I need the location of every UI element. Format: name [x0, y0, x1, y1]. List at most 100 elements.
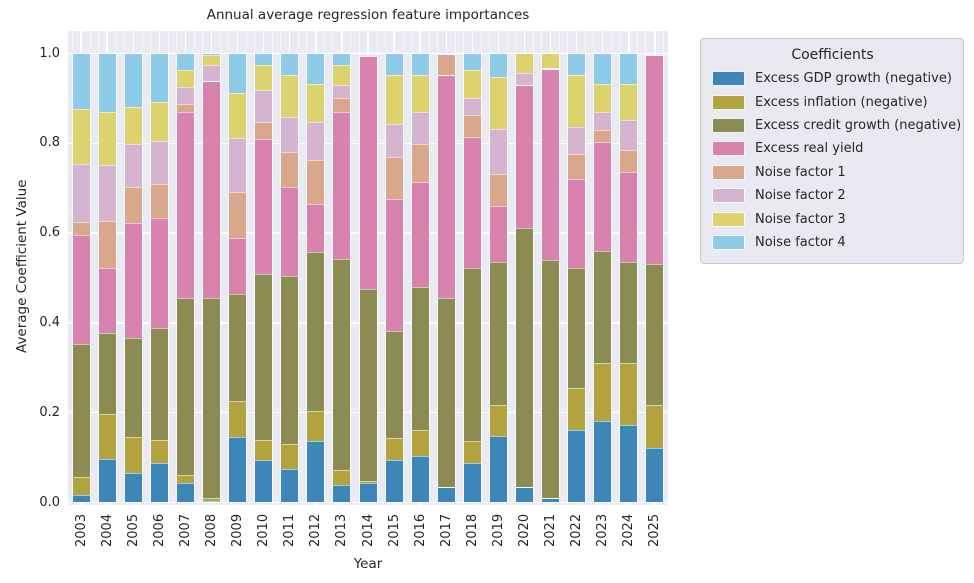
- bar-segment: [489, 76, 507, 129]
- bar-segment: [229, 138, 247, 192]
- bar-segment: [463, 267, 481, 442]
- x-tick-label: 2006: [151, 513, 167, 547]
- bar-segment: [437, 54, 455, 76]
- chart-title: Annual average regression feature import…: [206, 7, 530, 23]
- bar-segment: [98, 267, 116, 333]
- bar-segment: [255, 439, 273, 460]
- y-tick-label: 0.2: [39, 404, 60, 420]
- bar-segment: [385, 437, 403, 460]
- bar-segment: [594, 83, 612, 112]
- x-tick-label: 2013: [334, 513, 350, 547]
- legend-swatch: [712, 164, 745, 180]
- bar-segment: [620, 150, 638, 173]
- bar-segment: [202, 297, 220, 498]
- bar-segment: [594, 111, 612, 131]
- bar-segment: [202, 54, 220, 65]
- legend-label: Excess real yield: [755, 141, 864, 157]
- bar-segment: [307, 83, 325, 123]
- legend-swatch: [712, 141, 745, 157]
- bar-segment: [359, 57, 377, 290]
- bar-segment: [98, 165, 116, 221]
- x-tick-label: 2020: [517, 513, 533, 547]
- legend-title: Coefficients: [791, 47, 874, 63]
- y-tick-label: 0.0: [39, 494, 60, 510]
- bar-segment: [150, 440, 168, 464]
- bar-segment: [150, 218, 168, 329]
- legend-swatch: [712, 94, 745, 110]
- bar-segment: [463, 137, 481, 268]
- bar-segment: [411, 75, 429, 112]
- bar-segment: [176, 87, 194, 104]
- bar-segment: [281, 275, 299, 444]
- legend-swatch: [712, 188, 745, 204]
- legend-label: Excess GDP growth (negative): [755, 71, 952, 87]
- bar-segment: [463, 115, 481, 137]
- bar-segment: [385, 157, 403, 199]
- legend-swatch: [712, 117, 745, 133]
- bar-segment: [202, 82, 220, 298]
- legend-swatch: [712, 234, 745, 250]
- bar-segment: [489, 205, 507, 263]
- bar-segment: [72, 164, 90, 222]
- bar-segment: [150, 183, 168, 219]
- bar-segment: [150, 463, 168, 503]
- bar-segment: [229, 93, 247, 139]
- bar-2017: [436, 30, 456, 506]
- bar-segment: [333, 469, 351, 485]
- bar-segment: [333, 484, 351, 503]
- bar-segment: [620, 262, 638, 363]
- bar-segment: [437, 298, 455, 488]
- x-tick-label: 2012: [308, 513, 324, 547]
- bar-2003: [71, 30, 91, 506]
- bar-segment: [281, 468, 299, 503]
- bar-segment: [463, 70, 481, 99]
- bar-segment: [568, 127, 586, 154]
- bar-segment: [202, 500, 220, 503]
- plot-area: [68, 30, 668, 506]
- bar-2025: [645, 30, 665, 506]
- bar-segment: [489, 53, 507, 77]
- legend: Coefficients Excess GDP growth (negative…: [700, 38, 964, 265]
- bar-2018: [462, 30, 482, 506]
- bar-segment: [72, 53, 90, 110]
- bar-segment: [150, 53, 168, 102]
- bar-segment: [98, 111, 116, 166]
- bar-segment: [568, 429, 586, 503]
- bar-segment: [176, 297, 194, 475]
- bar-segment: [489, 262, 507, 405]
- bar-segment: [124, 143, 142, 188]
- x-tick-label: 2019: [490, 513, 506, 547]
- x-tick-label: 2023: [595, 513, 611, 547]
- bar-2012: [306, 30, 326, 506]
- bar-segment: [255, 122, 273, 139]
- bar-segment: [516, 488, 534, 503]
- bar-segment: [385, 330, 403, 438]
- bar-2004: [97, 30, 117, 506]
- bar-segment: [333, 259, 351, 470]
- bar-segment: [307, 251, 325, 411]
- bar-segment: [620, 172, 638, 263]
- legend-label: Noise factor 2: [755, 188, 846, 204]
- bar-segment: [150, 140, 168, 184]
- bar-segment: [411, 111, 429, 144]
- bar-2010: [254, 30, 274, 506]
- bar-segment: [516, 85, 534, 229]
- bar-segment: [229, 238, 247, 294]
- bar-segment: [463, 53, 481, 71]
- bar-segment: [98, 459, 116, 503]
- bar-segment: [463, 98, 481, 116]
- bar-segment: [255, 273, 273, 440]
- bar-segment: [176, 483, 194, 503]
- bar-segment: [333, 98, 351, 112]
- bar-segment: [124, 187, 142, 224]
- x-tick-label: 2011: [282, 513, 298, 547]
- bar-segment: [176, 111, 194, 298]
- bar-segment: [620, 362, 638, 425]
- x-tick-label: 2016: [412, 513, 428, 547]
- bar-segment: [98, 332, 116, 415]
- x-tick-label: 2008: [203, 513, 219, 547]
- bar-segment: [594, 141, 612, 251]
- legend-label: Noise factor 4: [755, 234, 846, 250]
- bar-2020: [515, 30, 535, 506]
